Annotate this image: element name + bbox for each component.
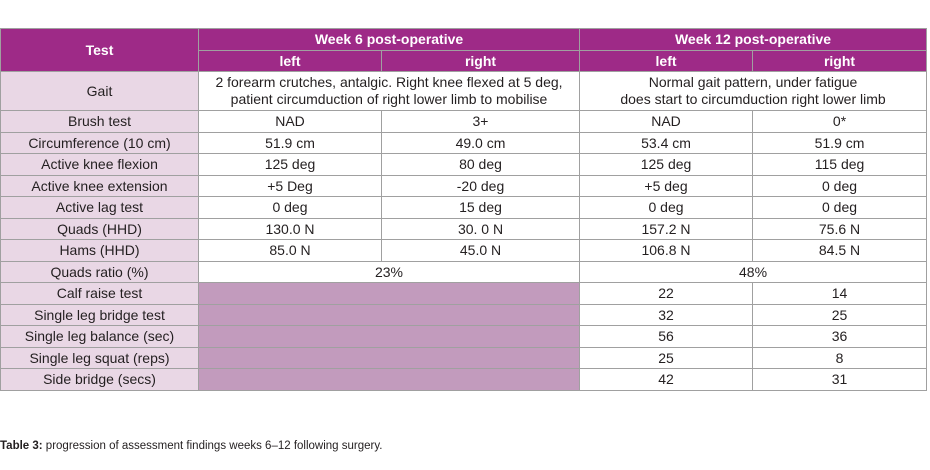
header-week6-right: right (380, 49, 581, 72)
row-label: Single leg balance (sec) (0, 325, 199, 348)
cell-week6-left: +5 Deg (198, 174, 382, 197)
cell-week12-left: NAD (579, 110, 754, 133)
header-week12: Week 12 post-operative (579, 28, 928, 51)
cell-week6-right: 15 deg (380, 196, 581, 219)
cell-week12-right: 8 (752, 346, 928, 369)
ratio-week12: 48% (579, 260, 928, 283)
cell-week12-left: 125 deg (579, 153, 754, 176)
row-label: Single leg bridge test (0, 303, 199, 326)
table-row: Brush test NAD 3+ NAD 0* (0, 110, 928, 133)
table-row: Hams (HHD) 85.0 N 45.0 N 106.8 N 84.5 N (0, 239, 928, 262)
row-label: Single leg squat (reps) (0, 346, 199, 369)
table-row: Active lag test 0 deg 15 deg 0 deg 0 deg (0, 196, 928, 219)
cell-week12-right: 75.6 N (752, 217, 928, 240)
cell-week12-right: 115 deg (752, 153, 928, 176)
cell-week12-left: 0 deg (579, 196, 754, 219)
gait-week6-line2: patient circumduction of right lower lim… (230, 91, 548, 107)
table-caption: Table 3: progression of assessment findi… (0, 440, 382, 452)
table-row: Active knee extension +5 Deg -20 deg +5 … (0, 174, 928, 197)
cell-week6-left: 85.0 N (198, 239, 382, 262)
header-test: Test (0, 28, 199, 72)
table-row: Single leg squat (reps) 25 8 (0, 346, 928, 369)
table-row: Quads (HHD) 130.0 N 30. 0 N 157.2 N 75.6… (0, 217, 928, 240)
row-label: Hams (HHD) (0, 239, 199, 262)
table-row-quads-ratio: Quads ratio (%) 23% 48% (0, 260, 928, 283)
not-tested-week6 (197, 346, 581, 369)
cell-week6-left: 130.0 N (198, 217, 382, 240)
cell-week12-left: 22 (579, 282, 754, 305)
header-row-weeks: Test Week 6 post-operative Week 12 post-… (0, 28, 928, 72)
table-row: Single leg balance (sec) 56 36 (0, 325, 928, 348)
header-week6: Week 6 post-operative (197, 28, 581, 51)
cell-week12-left: 157.2 N (579, 217, 754, 240)
cell-week6-right: 30. 0 N (380, 217, 581, 240)
row-label: Quads ratio (%) (0, 260, 199, 283)
caption-label: Table 3: (0, 440, 43, 452)
table-row: Single leg bridge test 32 25 (0, 303, 928, 326)
cell-week12-right: 0 deg (752, 196, 928, 219)
cell-week12-right: 25 (752, 303, 928, 326)
not-tested-week6 (197, 282, 581, 305)
table-row: Side bridge (secs) 42 31 (0, 368, 928, 391)
cell-week12-left: 56 (579, 325, 754, 348)
not-tested-week6 (197, 325, 581, 348)
cell-week6-right: 80 deg (380, 153, 581, 176)
cell-week12-right: 0 deg (752, 174, 928, 197)
cell-week12-left: 25 (579, 346, 754, 369)
row-label: Quads (HHD) (0, 217, 199, 240)
row-label: Active lag test (0, 196, 199, 219)
cell-week6-right: 45.0 N (380, 239, 581, 262)
cell-week12-left: 42 (579, 368, 754, 391)
table-row: Active knee flexion 125 deg 80 deg 125 d… (0, 153, 928, 176)
ratio-week6: 23% (197, 260, 581, 283)
gait-week12-line1: Normal gait pattern, under fatigue (648, 74, 858, 90)
cell-week6-right: -20 deg (380, 174, 581, 197)
header-week12-left: left (579, 49, 754, 72)
cell-week6-left: 0 deg (198, 196, 382, 219)
table-row: Circumference (10 cm) 51.9 cm 49.0 cm 53… (0, 131, 928, 154)
row-label: Calf raise test (0, 282, 199, 305)
cell-week12-left: 53.4 cm (579, 131, 754, 154)
gait-week12-line2: does start to circumduction right lower … (620, 91, 886, 107)
not-tested-week6 (197, 303, 581, 326)
assessment-table: Test Week 6 post-operative Week 12 post-… (0, 28, 928, 391)
header-week12-right: right (752, 49, 928, 72)
cell-week6-right: 3+ (380, 110, 581, 133)
cell-week12-right: 36 (752, 325, 928, 348)
row-label: Brush test (0, 110, 199, 133)
row-label: Active knee extension (0, 174, 199, 197)
row-label: Circumference (10 cm) (0, 131, 199, 154)
cell-week6-right: 49.0 cm (380, 131, 581, 154)
table-row: Calf raise test 22 14 (0, 282, 928, 305)
gait-week6-line1: 2 forearm crutches, antalgic. Right knee… (215, 74, 563, 90)
cell-week12-right: 0* (752, 110, 928, 133)
header-week6-left: left (198, 49, 382, 72)
gait-week12-cell: Normal gait pattern, under fatigue does … (579, 71, 928, 111)
table-row-gait: Gait 2 forearm crutches, antalgic. Right… (0, 71, 928, 111)
caption-text: progression of assessment findings weeks… (42, 440, 383, 452)
gait-week6-cell: 2 forearm crutches, antalgic. Right knee… (197, 71, 581, 111)
cell-week6-left: 125 deg (198, 153, 382, 176)
cell-week12-left: +5 deg (579, 174, 754, 197)
cell-week6-left: NAD (198, 110, 382, 133)
header-row-sides: left right left right (1, 49, 928, 72)
row-label: Gait (0, 71, 199, 111)
cell-week12-right: 51.9 cm (752, 131, 928, 154)
row-label: Side bridge (secs) (0, 368, 199, 391)
cell-week12-right: 14 (752, 282, 928, 305)
row-label: Active knee flexion (0, 153, 199, 176)
cell-week6-left: 51.9 cm (198, 131, 382, 154)
cell-week12-left: 32 (579, 303, 754, 326)
assessment-table-container: Test Week 6 post-operative Week 12 post-… (0, 28, 928, 391)
not-tested-week6 (197, 368, 581, 391)
cell-week12-right: 84.5 N (752, 239, 928, 262)
cell-week12-right: 31 (752, 368, 928, 391)
cell-week12-left: 106.8 N (579, 239, 754, 262)
